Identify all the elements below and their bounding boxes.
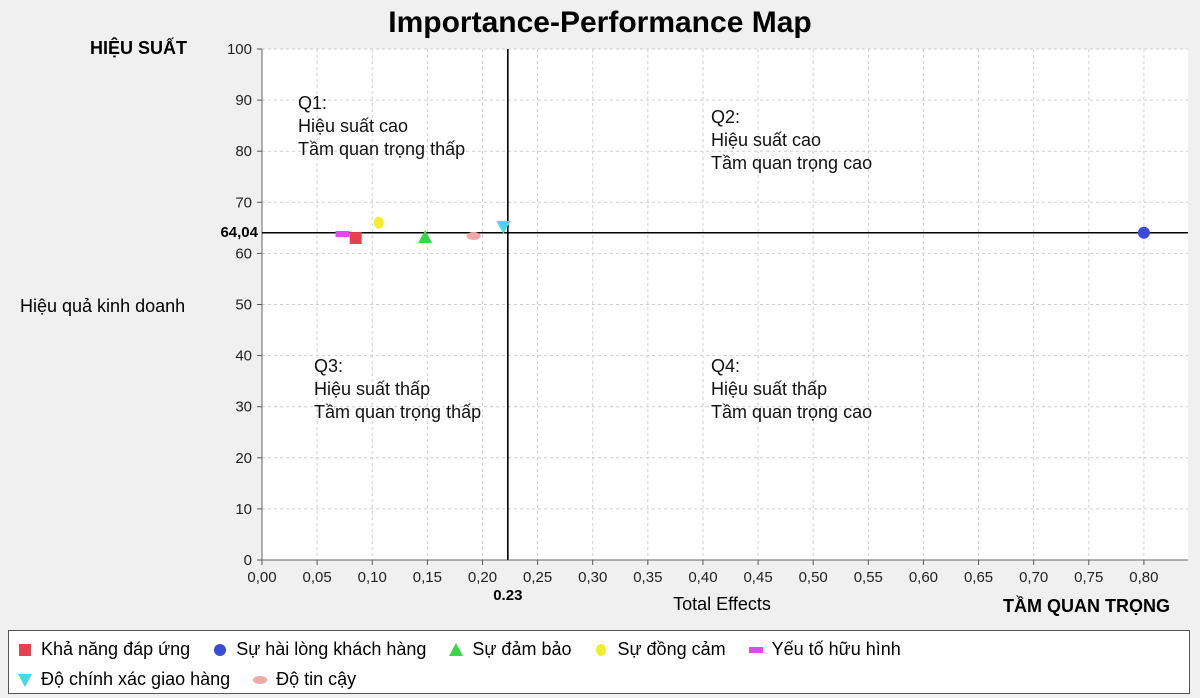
legend-marker-shape: [214, 643, 227, 656]
y-tick-label: 0: [244, 552, 252, 569]
y-tick-label: 60: [235, 245, 252, 262]
y-tick-label: 50: [235, 297, 252, 314]
y-tick-label: 30: [235, 399, 252, 416]
data-point: [335, 230, 350, 237]
quadrant-text: Q4:: [711, 356, 740, 376]
legend-item: Độ chính xác giao hàng: [17, 669, 230, 690]
legend: Khả năng đáp ứng Sự hài lòng khách hàng Sự…: [8, 630, 1190, 694]
quadrant-label-q3: Q3: Hiệu suất thấp Tầm quan trọng thấp: [314, 356, 481, 422]
x-tick-label: 0,50: [799, 569, 828, 586]
data-point: [373, 216, 384, 229]
y-tick-label: 20: [235, 450, 252, 467]
y-axis-label: Hiệu quả kinh doanh: [20, 296, 185, 316]
legend-item: Yếu tố hữu hình: [748, 639, 901, 660]
data-point: [349, 232, 362, 245]
legend-marker-shape: [19, 643, 31, 656]
x-tick-label: 0,15: [413, 569, 442, 586]
legend-label: Yếu tố hữu hình: [771, 639, 901, 659]
x-tick-label: 0,00: [247, 569, 276, 586]
legend-item: Độ tin cậy: [252, 669, 356, 690]
y-tick-label: 10: [235, 501, 252, 518]
axes: 0,00 0,05 0,10 0,15 0,20 0,25 0,30 0,35 0,40 0,45…: [227, 41, 1188, 586]
chart-svg: Importance-Performance Map HIỆU SUẤT Hiệ…: [20, 6, 1188, 616]
x-tick-label: 0,70: [1019, 569, 1048, 586]
quadrant-labels: Q1: Hiệu suất cao Tầm quan trọng thấp Q2: Hi…: [298, 93, 872, 422]
quadrant-text: Hiệu suất cao: [711, 130, 821, 150]
quadrant-text: Q2:: [711, 107, 740, 127]
quadrant-label-q1: Q1: Hiệu suất cao Tầm quan trọng thấp: [298, 93, 465, 159]
quadrant-text: Tầm quan trọng thấp: [314, 402, 481, 422]
legend-label: Sự đồng cảm: [617, 639, 726, 659]
data-points: [335, 216, 1150, 245]
x-reference-label: 0.23: [493, 587, 522, 604]
legend-marker: [449, 642, 464, 656]
y-tick-label: 100: [227, 41, 252, 58]
x-tick-label: 0,30: [578, 569, 607, 586]
y-tick-label: 90: [235, 92, 252, 109]
y-tick-label: 80: [235, 143, 252, 160]
x-tick-label: 0,10: [358, 569, 387, 586]
x-tick-label: 0,80: [1129, 569, 1158, 586]
quadrant-text: Hiệu suất thấp: [711, 379, 827, 399]
data-point: [496, 220, 511, 234]
quadrant-text: Hiệu suất cao: [298, 116, 408, 136]
legend-marker: [253, 675, 268, 684]
legend-marker: [596, 643, 607, 656]
data-point: [466, 232, 481, 241]
data-point: [418, 230, 433, 244]
legend-label: Sự đảm bảo: [472, 639, 572, 659]
x-axis-label: Total Effects: [673, 594, 771, 614]
quadrant-text: Q1:: [298, 93, 327, 113]
x-tick-label: 0,40: [688, 569, 717, 586]
legend-label: Sự hài lòng khách hàng: [236, 639, 427, 659]
legend-row: Khả năng đáp ứng Sự hài lòng khách hàng Sự…: [17, 639, 923, 660]
quadrant-text: Tầm quan trọng cao: [711, 402, 872, 422]
data-point: [1137, 226, 1150, 239]
legend-marker: [18, 673, 32, 687]
x-tick-label: 0,25: [523, 569, 552, 586]
quadrant-label-q2: Q2: Hiệu suất cao Tầm quan trọng cao: [711, 107, 872, 173]
x-tick-label: 0,75: [1074, 569, 1103, 586]
legend-item: Sự đồng cảm: [593, 639, 726, 660]
legend-marker-shape: [596, 643, 607, 656]
x-tick-label: 0,45: [743, 569, 772, 586]
quadrant-text: Tầm quan trọng cao: [711, 153, 872, 173]
quadrant-label-q4: Q4: Hiệu suất thấp Tầm quan trọng cao: [711, 356, 872, 422]
quadrant-text: Hiệu suất thấp: [314, 379, 430, 399]
x-tick-label: 0,65: [964, 569, 993, 586]
legend-marker-shape: [18, 673, 32, 687]
chart-title: Importance-Performance Map: [388, 6, 811, 39]
legend-marker: [214, 643, 227, 656]
x-tick-label: 0,55: [854, 569, 883, 586]
y-reference-label: 64,04: [220, 224, 258, 241]
x-tick-label: 0,05: [303, 569, 332, 586]
y-tick-label: 70: [235, 194, 252, 211]
legend-item: Sự hài lòng khách hàng: [212, 639, 426, 660]
legend-item: Sự đảm bảo: [448, 639, 571, 660]
x-axis-label-extra: TẦM QUAN TRỌNG: [1003, 595, 1170, 616]
x-tick-label: 0,60: [909, 569, 938, 586]
y-axis-label-extra: HIỆU SUẤT: [90, 37, 187, 58]
legend-item: Khả năng đáp ứng: [17, 639, 190, 660]
legend-marker: [19, 643, 31, 656]
quadrant-text: Tầm quan trọng thấp: [298, 139, 465, 159]
legend-marker-shape: [748, 646, 763, 653]
x-tick-label: 0,20: [468, 569, 497, 586]
x-tick-label: 0,35: [633, 569, 662, 586]
legend-label: Khả năng đáp ứng: [41, 639, 191, 659]
y-tick-label: 40: [235, 348, 252, 365]
quadrant-text: Q3:: [314, 356, 343, 376]
legend-label: Độ chính xác giao hàng: [41, 669, 231, 689]
legend-label: Độ tin cậy: [276, 669, 357, 689]
legend-marker: [748, 646, 763, 653]
reference-lines: 0.23 64,04: [220, 49, 1188, 604]
legend-marker-shape: [253, 675, 268, 684]
legend-row: Độ chính xác giao hàng Độ tin cậy: [17, 669, 378, 690]
legend-marker-shape: [449, 642, 464, 656]
